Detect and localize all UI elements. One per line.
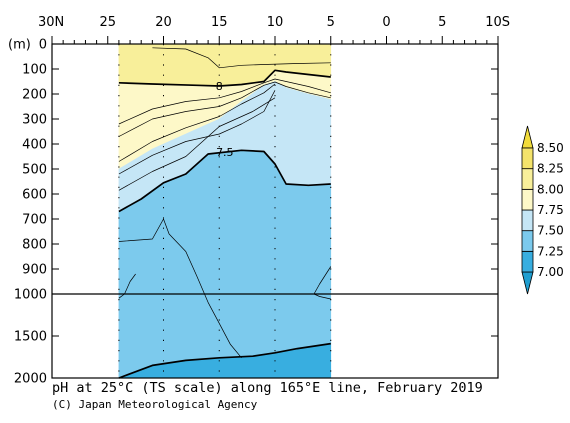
colorbar-label: 7.25 [537,244,564,258]
colorbar-label: 7.50 [537,224,564,238]
contour-line-7.45 [118,218,242,359]
x-tick-label: 25 [99,15,116,30]
y-tick-label: 200 [22,88,47,103]
x-tick-label: 10S [485,15,510,30]
colorbar-label: 7.75 [537,203,564,217]
contour-label-7.50: 7.5 [216,146,234,159]
colorbar-swatch [521,168,534,190]
y-tick-label: 700 [22,213,47,228]
colorbar-label: 8.50 [537,141,564,155]
contour-line-7.95 [118,78,331,125]
contour-line-7.70 [118,90,276,175]
contour-label-8.00: 8 [216,80,223,93]
y-tick-label: 1000 [14,288,47,303]
contour-line-7.45 [118,273,136,299]
y-tick-label: 300 [22,113,47,128]
y-tick-label: 400 [22,138,47,153]
y-tick-label: 100 [22,63,47,78]
x-tick-label: 10 [267,15,284,30]
y-unit-label: (m) [8,38,31,53]
y-tick-label: 900 [22,263,47,278]
x-tick-label: 30N [38,15,64,30]
y-tick-label: 1500 [14,330,47,345]
x-tick-label: 5 [438,15,446,30]
x-tick-label: 0 [382,15,390,30]
contour-line-7.65 [118,97,276,191]
colorbar-label: 8.25 [537,162,564,176]
colorbar-extend-low [521,271,534,295]
contour-line-7.50 [118,149,331,213]
chart-credit: (C) Japan Meteorological Agency [52,398,258,411]
contour-line-7.90 [118,81,331,137]
colorbar-swatch [521,188,534,211]
contour-lines: 87.5 [118,47,332,379]
y-tick-label: 2000 [14,372,47,387]
y-tick-label: 0 [39,38,47,53]
y-tick-label: 600 [22,188,47,203]
colorbar-extend-high [521,125,534,149]
x-tick-label: 15 [211,15,228,30]
colorbar-label: 8.00 [537,182,564,196]
colorbar-label: 7.00 [537,265,564,279]
colorbar-swatch [521,147,534,170]
colorbar-swatch [521,250,534,273]
contour-line-8.05 [152,47,331,69]
y-tick-label: 500 [22,163,47,178]
contour-line-7.25 [118,342,331,379]
axes: 30N 25 20 15 10 5 0 5 10S 0 100 200 300 400 500 600 700 8… [8,15,510,387]
contour-line-8.00 [118,69,331,87]
x-tick-label: 20 [155,15,172,30]
y-tick-label: 800 [22,238,47,253]
chart-title: pH at 25°C (TS scale) along 165°E line, … [52,380,483,396]
pH-color-bands [118,43,332,379]
colorbar-swatch [521,209,534,232]
x-tick-label: 5 [327,15,335,30]
colorbar-swatch [521,230,534,252]
colorbar: 7.00 7.25 7.50 7.75 8.00 8.25 8.50 [521,125,564,295]
